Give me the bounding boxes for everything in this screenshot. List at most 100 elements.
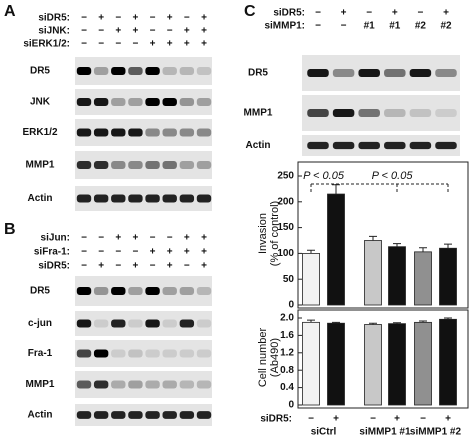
error-bar [369, 235, 377, 241]
y-tick-label: 1.2 [280, 347, 294, 358]
blot-band [145, 287, 160, 295]
y-tick-label: 1.6 [280, 330, 294, 341]
blot-label: Actin [246, 140, 271, 151]
blot-band [145, 319, 160, 328]
condition-sign: + [167, 13, 173, 24]
condition-label: siDR5: [273, 8, 305, 19]
y-axis-label: Invasion [257, 213, 269, 254]
blot-band [435, 109, 457, 117]
blot-band [162, 194, 177, 203]
blot-band [435, 69, 457, 77]
condition-sign: − [98, 26, 104, 37]
blot-band [111, 67, 126, 75]
blot-band [145, 380, 160, 389]
blot-band [307, 69, 329, 77]
blot-band [111, 380, 126, 389]
blot-band [409, 109, 432, 117]
significance-bracket [335, 183, 449, 192]
blot-band [179, 349, 195, 358]
condition-sign: − [115, 39, 121, 50]
blot-strip [75, 57, 212, 85]
error-bar [419, 247, 427, 252]
y-tick-label: 0.8 [280, 365, 294, 376]
condition-sign: − [150, 26, 156, 37]
blot-band [179, 128, 195, 137]
blot-band [128, 287, 143, 295]
blot-band [111, 128, 126, 137]
blot-band [179, 67, 195, 75]
error-bar [419, 320, 427, 323]
x-tick-label: + [333, 414, 339, 425]
blot-band [196, 287, 212, 295]
condition-sign: #2 [415, 21, 427, 32]
bar [388, 246, 406, 306]
condition-label: siFra-1: [34, 247, 70, 258]
condition-sign: + [167, 247, 173, 258]
y-tick-label: 2.0 [280, 313, 294, 324]
significance-label: P < 0.05 [303, 170, 345, 182]
condition-sign: + [184, 247, 190, 258]
blot-band [162, 98, 177, 106]
blot-band [128, 194, 143, 203]
blot-band [358, 69, 380, 77]
error-bar [369, 322, 377, 325]
blot-band [128, 98, 143, 106]
blot-label: JNK [30, 97, 51, 108]
blot-band [76, 161, 92, 169]
chart-frame [297, 309, 469, 409]
blot-band [111, 411, 126, 419]
condition-sign: − [184, 13, 190, 24]
blot-band [196, 194, 212, 203]
blot-label: ERK1/2 [22, 127, 57, 138]
blot-band [93, 287, 109, 295]
error-bar [332, 321, 340, 324]
y-tick-label: 0 [288, 400, 294, 411]
condition-sign: + [201, 39, 207, 50]
blot-band [76, 287, 92, 295]
y-axis-label: Cell number [257, 328, 269, 388]
blot-band [76, 411, 92, 419]
blot-band [111, 194, 126, 203]
blot-band [128, 67, 143, 75]
blot-band [179, 319, 195, 328]
blot-band [128, 128, 143, 137]
blot-band [179, 194, 195, 203]
error-bar [393, 322, 401, 324]
group-label: siCtrl [311, 427, 337, 438]
error-bar [444, 243, 452, 249]
condition-sign: + [98, 13, 104, 24]
condition-sign: − [98, 39, 104, 50]
condition-sign: + [133, 233, 139, 244]
condition-sign: + [133, 26, 139, 37]
blot-band [196, 67, 212, 75]
error-bar [393, 243, 401, 247]
blot-band [196, 128, 212, 137]
bar [302, 252, 320, 306]
condition-sign: #1 [364, 21, 376, 32]
blot-band [162, 128, 177, 137]
blot-strip [75, 404, 212, 426]
blot-label: DR5 [248, 68, 268, 79]
condition-sign: − [81, 39, 87, 50]
condition-sign: − [81, 261, 87, 272]
blot-band [111, 161, 126, 169]
condition-sign: − [150, 233, 156, 244]
condition-sign: − [115, 247, 121, 258]
bar [414, 321, 432, 406]
blot-band [128, 349, 143, 358]
blot-band [111, 349, 126, 358]
blot-band [93, 380, 109, 389]
bar [364, 324, 382, 406]
blot-band [93, 411, 109, 419]
condition-sign: + [201, 26, 207, 37]
blot-band [162, 380, 177, 389]
blot-band [196, 319, 212, 328]
condition-sign: + [115, 26, 121, 37]
condition-sign: − [81, 247, 87, 258]
condition-sign: − [115, 13, 121, 24]
condition-sign: + [201, 261, 207, 272]
blot-band [128, 319, 143, 328]
blot-band [196, 380, 212, 389]
blot-band [332, 141, 355, 150]
